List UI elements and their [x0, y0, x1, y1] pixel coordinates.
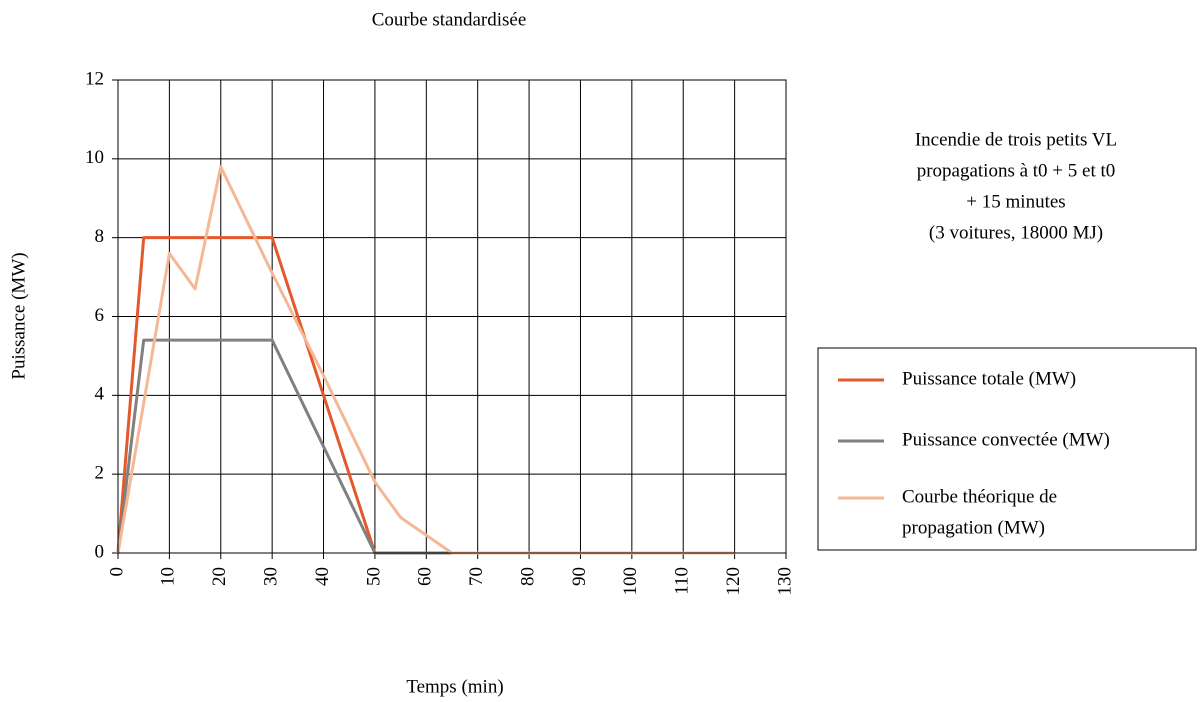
- chart-title: Courbe standardisée: [372, 9, 527, 30]
- x-tick-label: 60: [415, 567, 436, 586]
- x-tick-label: 20: [209, 567, 230, 586]
- annotation: propagations à t0 + 5 et t0: [917, 160, 1116, 181]
- annotation: + 15 minutes: [966, 191, 1065, 212]
- series-line: [116, 165, 735, 555]
- annotation: (3 voitures, 18000 MJ): [929, 222, 1103, 243]
- y-axis-label: Puissance (MW): [8, 252, 29, 379]
- y-tick-label: 4: [95, 384, 105, 405]
- legend-label: Puissance convectée (MW): [902, 429, 1110, 450]
- y-tick-label: 6: [95, 305, 105, 326]
- x-tick-label: 70: [466, 567, 487, 586]
- x-tick-label: 50: [363, 567, 384, 586]
- y-tick-label: 10: [85, 147, 104, 168]
- y-tick-label: 12: [85, 68, 104, 89]
- x-tick-label: 120: [723, 567, 744, 596]
- legend-box: [817, 347, 1197, 551]
- x-tick-label: 80: [517, 567, 538, 586]
- x-tick-label: 110: [672, 567, 693, 595]
- y-tick-label: 0: [95, 541, 105, 562]
- x-tick-label: 90: [569, 567, 590, 586]
- y-tick-label: 8: [95, 226, 105, 247]
- x-tick-label: 100: [620, 567, 641, 596]
- x-axis-label: Temps (min): [406, 676, 503, 697]
- x-tick-label: 130: [774, 567, 795, 596]
- x-tick-label: 0: [106, 567, 127, 577]
- legend-label: Puissance totale (MW): [902, 368, 1076, 389]
- x-tick-label: 10: [158, 567, 179, 586]
- y-tick-label: 2: [95, 463, 105, 484]
- legend-label: propagation (MW): [902, 517, 1045, 538]
- legend-label: Courbe théorique de: [902, 486, 1057, 507]
- x-tick-label: 30: [261, 567, 282, 586]
- annotation: Incendie de trois petits VL: [915, 129, 1117, 150]
- x-tick-label: 40: [312, 567, 333, 586]
- plot-border: [117, 79, 787, 554]
